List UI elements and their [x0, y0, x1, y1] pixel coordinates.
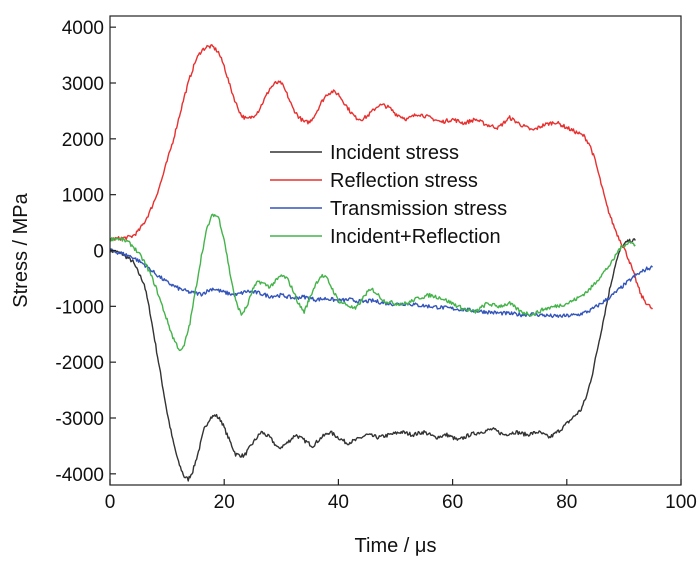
y-tick-label: -3000 [55, 409, 104, 430]
x-tick-label: 20 [214, 492, 235, 513]
x-axis-ticks: 0 20 40 60 80 100 [105, 479, 697, 513]
x-tick-label: 80 [556, 492, 577, 513]
x-tick-label: 0 [105, 492, 116, 513]
legend-label: Transmission stress [330, 198, 507, 220]
series-line-2 [109, 44, 653, 310]
plot-frame [109, 15, 682, 486]
y-axis-title: Stress / MPa [10, 192, 32, 307]
legend-label: Incident+Reflection [330, 226, 501, 248]
legend: Incident stress Reflection stress Transmis… [270, 142, 507, 248]
legend-label: Reflection stress [330, 170, 478, 192]
x-tick-label: 100 [665, 492, 697, 513]
series-line-3 [109, 248, 653, 319]
y-tick-label: 0 [93, 242, 104, 263]
x-tick-label: 60 [442, 492, 463, 513]
legend-label: Incident stress [330, 142, 459, 164]
series-line-4 [109, 213, 636, 352]
y-tick-label: 4000 [62, 18, 104, 39]
y-axis-ticks: -4000 -3000 -2000 -1000 0 1000 2000 3000 4000 [55, 18, 116, 486]
series-lines [109, 44, 653, 482]
y-tick-label: 2000 [62, 130, 104, 151]
y-tick-label: -1000 [55, 297, 104, 318]
y-tick-label: 3000 [62, 74, 104, 95]
y-tick-label: -2000 [55, 353, 104, 374]
y-tick-label: -4000 [55, 465, 104, 486]
series-line-1 [109, 238, 636, 482]
y-tick-label: 1000 [62, 186, 104, 207]
x-tick-label: 40 [328, 492, 349, 513]
x-axis-title: Time / μs [355, 535, 437, 557]
